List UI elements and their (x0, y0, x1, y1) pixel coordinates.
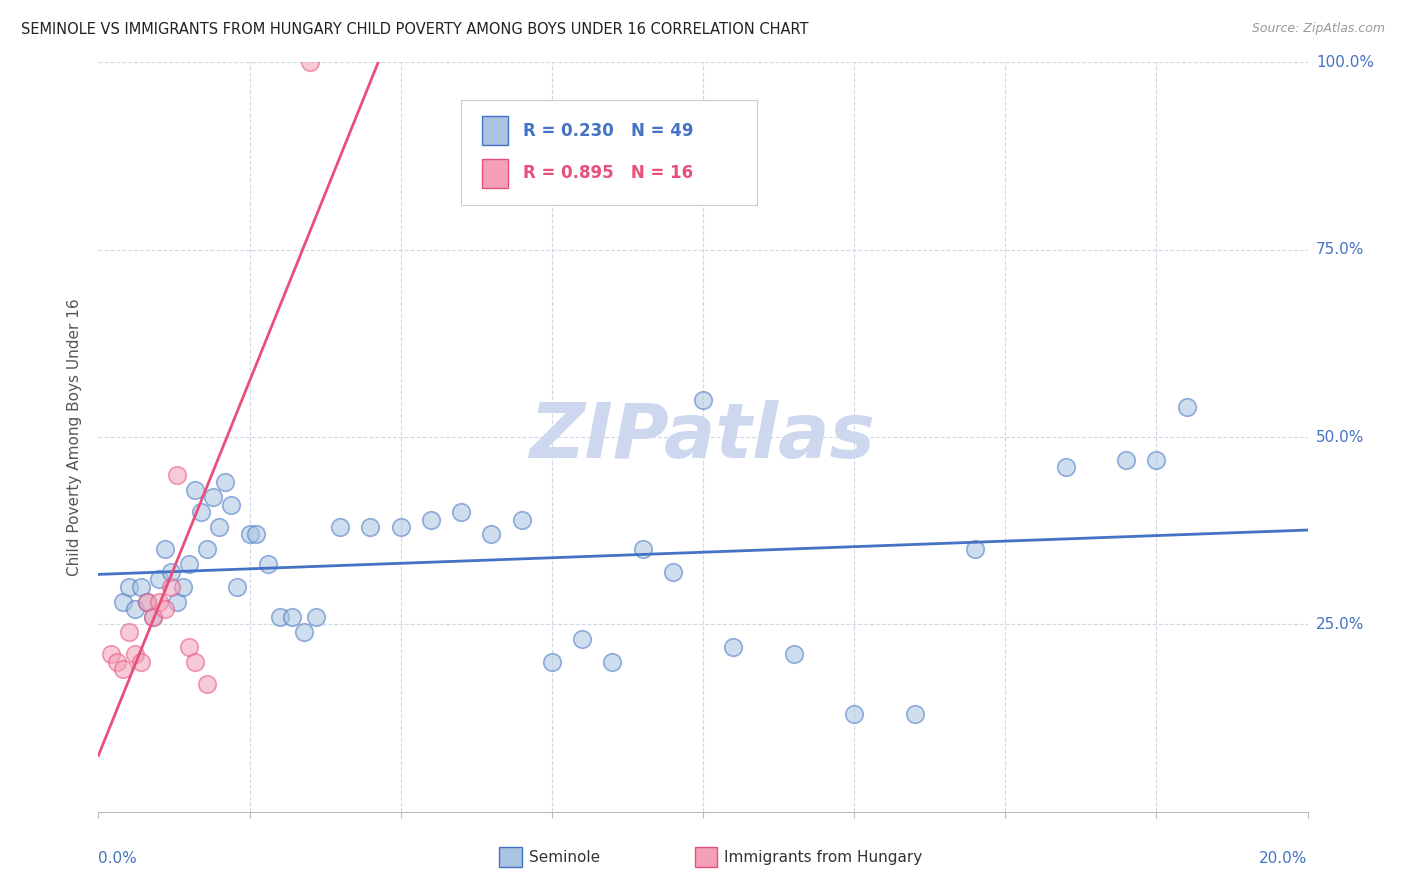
Point (160, 565, 183, 579)
Point (195, 542, 218, 557)
Point (179, 558, 201, 572)
Point (129, 655, 152, 669)
Point (142, 610, 165, 624)
Point (226, 580, 249, 594)
Point (1146, 452, 1168, 467)
Point (105, 655, 128, 669)
Point (1054, 460, 1077, 475)
Point (135, 595, 157, 609)
Point (100, 648, 122, 662)
Point (420, 512, 443, 526)
Y-axis label: Child Poverty Among Boys Under 16: Child Poverty Among Boys Under 16 (67, 298, 83, 576)
Point (245, 527, 267, 541)
Point (118, 624, 141, 639)
Text: ZIPatlas: ZIPatlas (530, 401, 876, 474)
Text: Immigrants from Hungary: Immigrants from Hungary (724, 850, 922, 864)
Point (844, 707, 866, 722)
Point (329, 520, 352, 534)
Point (965, 542, 987, 557)
Point (256, 558, 278, 572)
Point (221, 498, 243, 512)
Point (184, 655, 207, 669)
Point (208, 520, 231, 534)
Point (166, 467, 188, 482)
Point (129, 580, 152, 594)
Point (389, 520, 412, 534)
Point (148, 573, 170, 587)
Text: Seminole: Seminole (529, 850, 600, 864)
Point (239, 527, 262, 541)
Text: R = 0.895   N = 16: R = 0.895 N = 16 (523, 164, 693, 182)
Point (1115, 452, 1137, 467)
FancyBboxPatch shape (461, 100, 758, 205)
Text: 25.0%: 25.0% (1316, 617, 1364, 632)
Text: 75.0%: 75.0% (1316, 243, 1364, 257)
Text: 50.0%: 50.0% (1316, 430, 1364, 444)
Point (190, 505, 212, 519)
Text: 20.0%: 20.0% (1260, 851, 1308, 865)
Text: 100.0%: 100.0% (1316, 55, 1374, 70)
Point (195, 677, 218, 691)
Point (904, 707, 927, 722)
Point (281, 610, 304, 624)
Point (124, 602, 146, 616)
Point (153, 542, 176, 557)
Point (692, 392, 714, 407)
Point (118, 580, 141, 594)
Point (723, 640, 745, 654)
Point (153, 602, 176, 616)
Text: 0.0%: 0.0% (98, 851, 138, 865)
Point (148, 595, 170, 609)
Point (299, 55, 322, 70)
Point (292, 624, 315, 639)
Text: SEMINOLE VS IMMIGRANTS FROM HUNGARY CHILD POVERTY AMONG BOYS UNDER 16 CORRELATIO: SEMINOLE VS IMMIGRANTS FROM HUNGARY CHIL… (21, 22, 808, 37)
Point (602, 655, 624, 669)
Point (661, 565, 683, 579)
Point (783, 648, 806, 662)
Text: R = 0.230   N = 49: R = 0.230 N = 49 (523, 121, 693, 140)
Point (142, 610, 165, 624)
Point (111, 595, 134, 609)
Point (510, 512, 533, 526)
Point (269, 610, 291, 624)
Point (305, 610, 328, 624)
Point (571, 632, 593, 647)
Point (481, 527, 503, 541)
Text: Source: ZipAtlas.com: Source: ZipAtlas.com (1251, 22, 1385, 36)
Point (135, 595, 157, 609)
Point (214, 475, 236, 489)
Bar (482, 159, 509, 187)
Point (111, 662, 134, 676)
Point (360, 520, 382, 534)
Point (124, 648, 146, 662)
Point (1175, 400, 1198, 414)
Point (631, 542, 654, 557)
Point (172, 580, 194, 594)
Point (160, 580, 183, 594)
Point (540, 655, 562, 669)
Point (202, 490, 225, 504)
Point (166, 595, 188, 609)
Point (450, 505, 472, 519)
Point (179, 640, 201, 654)
Point (184, 483, 207, 497)
Bar (482, 116, 509, 145)
